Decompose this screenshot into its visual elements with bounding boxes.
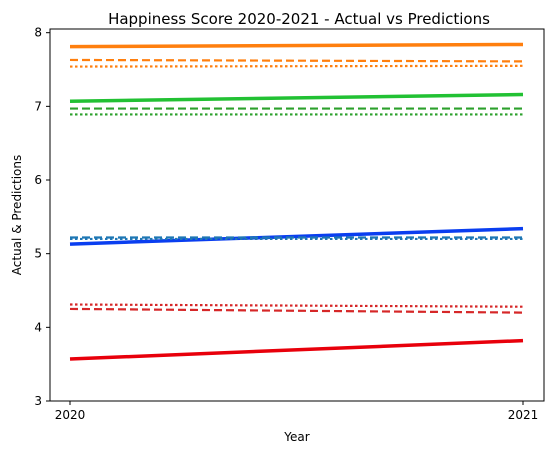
y-axis: 3 4 5 6 7 8: [34, 26, 50, 408]
x-tick-label: 2021: [508, 408, 539, 422]
y-tick-label: 6: [34, 173, 42, 187]
series-line-3-dotted: [69, 64, 524, 68]
y-tick-label: 5: [34, 247, 42, 261]
series-line-7-solid: [69, 226, 524, 246]
series-line-10-dotted: [69, 303, 524, 308]
series-line-12-solid: [69, 338, 524, 361]
x-axis: 2020 2021: [55, 401, 539, 422]
y-tick-label: 4: [34, 320, 42, 334]
y-tick-label: 3: [34, 394, 42, 408]
series-layer: [69, 42, 524, 361]
series-line-11-dashed: [69, 307, 524, 314]
series-line-4-solid: [69, 92, 524, 103]
x-tick-label: 2020: [55, 408, 86, 422]
x-axis-label: Year: [283, 430, 309, 444]
plot-frame: [49, 28, 545, 402]
y-tick-label: 8: [34, 26, 42, 40]
series-line-2-dashed: [69, 58, 524, 63]
chart-title: Happiness Score 2020-2021 - Actual vs Pr…: [108, 10, 490, 28]
y-tick-label: 7: [34, 99, 42, 113]
y-axis-label: Actual & Predictions: [10, 155, 24, 275]
series-line-1-solid: [69, 42, 524, 49]
